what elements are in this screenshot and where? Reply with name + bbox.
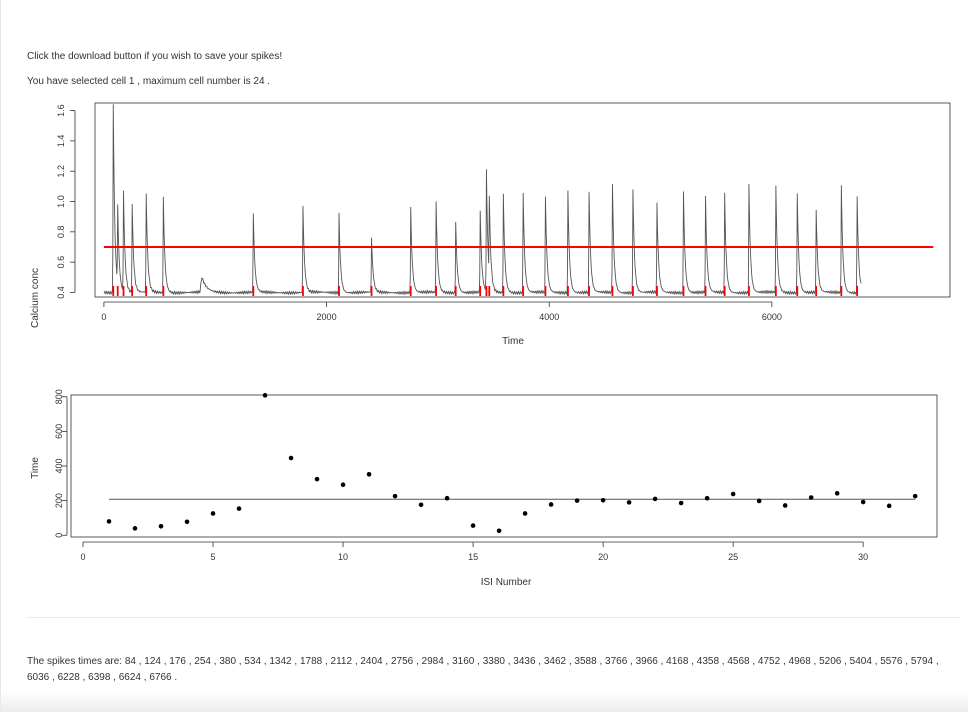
- isi-plot-frame: [70, 394, 938, 538]
- isi-x-tick-label: 15: [468, 552, 478, 562]
- trace-y-tick-label: 1.6: [56, 104, 66, 117]
- isi-x-tick-label: 25: [728, 552, 738, 562]
- download-hint-text: Click the download button if you wish to…: [27, 51, 283, 62]
- isi-point: [288, 455, 294, 461]
- isi-point: [912, 493, 918, 499]
- isi-point: [496, 528, 502, 534]
- isi-point: [132, 526, 138, 531]
- isi-point: [522, 511, 528, 516]
- isi-point: [678, 500, 684, 506]
- isi-point: [626, 500, 632, 505]
- isi-y-axis: 0 200 400 600 800: [54, 389, 68, 538]
- isi-point: [366, 472, 372, 477]
- section-divider: [27, 617, 960, 618]
- spike-marks: [112, 286, 859, 296]
- isi-point: [834, 491, 840, 496]
- isi-y-tick-label: 200: [54, 493, 64, 508]
- isi-scatter-chart: 0 5 10 15 20 25 30 0 200 400 600 800 ISI Number Ti…: [30, 389, 938, 588]
- isi-point: [782, 503, 788, 508]
- trace-y-axis-label: Calcium conc: [30, 268, 41, 328]
- trace-y-tick-label: 0.8: [56, 226, 66, 239]
- trace-x-tick-label: 2000: [317, 312, 337, 322]
- isi-point: [470, 523, 476, 528]
- isi-point: [548, 502, 554, 507]
- isi-x-tick-label: 0: [80, 552, 85, 562]
- isi-x-tick-label: 5: [211, 552, 216, 562]
- isi-points: [106, 393, 918, 534]
- isi-point: [886, 503, 892, 509]
- trace-y-tick-label: 1.2: [56, 165, 66, 178]
- trace-x-axis-label: Time: [502, 336, 524, 347]
- trace-y-tick-label: 0.6: [56, 256, 66, 269]
- isi-x-axis: 0 5 10 15 20 25 30: [80, 541, 868, 562]
- isi-point: [756, 498, 762, 504]
- isi-point: [600, 497, 606, 503]
- trace-y-tick-label: 1.0: [56, 195, 66, 208]
- calcium-trace-chart: 0 2000 4000 6000 0.4 0.6 0.8 1.0 1.2 1.4 1.6 Time…: [30, 102, 951, 347]
- trace-x-tick-label: 4000: [539, 312, 559, 322]
- isi-point: [704, 495, 710, 501]
- trace-y-tick-label: 1.4: [56, 135, 66, 148]
- isi-point: [340, 482, 346, 488]
- isi-point: [652, 496, 658, 502]
- calcium-trace-line: [103, 104, 862, 296]
- isi-y-tick-label: 400: [54, 458, 64, 473]
- trace-y-tick-label: 0.4: [56, 286, 66, 299]
- isi-point: [184, 519, 190, 525]
- isi-y-tick-label: 0: [54, 533, 64, 538]
- bottom-fade: [0, 690, 968, 712]
- trace-y-axis: 0.4 0.6 0.8 1.0 1.2 1.4 1.6: [56, 104, 76, 299]
- isi-point: [236, 506, 242, 511]
- trace-plot-frame: [94, 102, 951, 298]
- isi-point: [808, 495, 814, 500]
- isi-point: [210, 511, 216, 516]
- trace-x-tick-label: 6000: [762, 312, 782, 322]
- isi-point: [106, 519, 112, 524]
- page-left-border: [0, 0, 1, 712]
- isi-point: [314, 476, 320, 482]
- isi-point: [392, 493, 398, 499]
- trace-x-axis: 0 2000 4000 6000: [101, 301, 782, 322]
- trace-x-tick-label: 0: [101, 312, 106, 322]
- isi-point: [730, 491, 736, 497]
- isi-point: [574, 498, 580, 503]
- isi-point: [262, 393, 268, 398]
- isi-y-tick-label: 600: [54, 424, 64, 439]
- isi-x-tick-label: 20: [598, 552, 608, 562]
- isi-point: [418, 502, 424, 508]
- isi-x-tick-label: 10: [338, 552, 348, 562]
- isi-x-axis-label: ISI Number: [481, 577, 532, 588]
- isi-point: [444, 495, 450, 501]
- spike-times-text: The spikes times are: 84 , 124 , 176 , 2…: [27, 656, 939, 683]
- isi-y-axis-label: Time: [30, 457, 41, 479]
- cell-selection-text: You have selected cell 1 , maximum cell …: [27, 76, 271, 87]
- isi-point: [158, 523, 164, 529]
- isi-y-tick-label: 800: [54, 389, 64, 404]
- isi-point: [860, 499, 866, 505]
- isi-x-tick-label: 30: [858, 552, 868, 562]
